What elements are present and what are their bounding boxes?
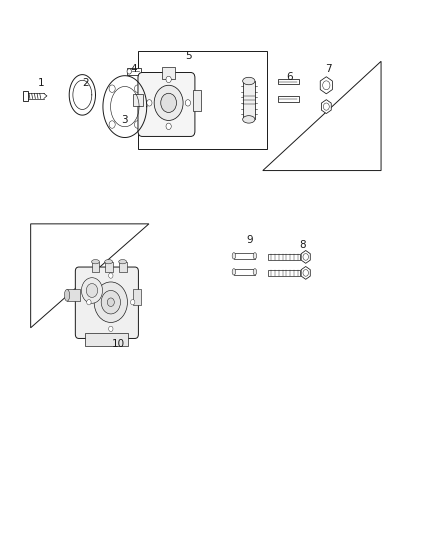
Bar xyxy=(85,333,128,346)
Bar xyxy=(193,90,201,111)
Bar xyxy=(268,270,300,276)
Bar xyxy=(234,253,255,259)
Ellipse shape xyxy=(232,269,236,275)
Circle shape xyxy=(127,69,131,74)
Ellipse shape xyxy=(253,269,257,275)
Bar xyxy=(23,91,28,101)
Polygon shape xyxy=(301,266,310,279)
Ellipse shape xyxy=(243,77,255,85)
FancyBboxPatch shape xyxy=(75,267,138,338)
Text: 9: 9 xyxy=(246,235,253,245)
Bar xyxy=(133,94,143,106)
Circle shape xyxy=(147,100,152,106)
Bar xyxy=(278,78,299,84)
Bar xyxy=(278,96,299,102)
Circle shape xyxy=(81,278,102,303)
Bar xyxy=(138,51,267,149)
Polygon shape xyxy=(321,100,331,114)
Ellipse shape xyxy=(64,289,70,301)
Circle shape xyxy=(154,85,183,120)
Ellipse shape xyxy=(243,116,255,123)
Ellipse shape xyxy=(92,260,99,264)
Circle shape xyxy=(185,100,191,106)
Circle shape xyxy=(161,93,177,112)
Circle shape xyxy=(87,300,91,305)
Text: 1: 1 xyxy=(38,78,45,87)
Bar xyxy=(243,81,255,119)
Circle shape xyxy=(107,298,114,306)
Bar xyxy=(268,254,300,260)
Bar xyxy=(162,67,175,79)
Text: 4: 4 xyxy=(130,64,137,74)
Ellipse shape xyxy=(232,253,236,259)
Text: 8: 8 xyxy=(299,240,306,250)
Polygon shape xyxy=(301,251,310,263)
Polygon shape xyxy=(320,77,332,94)
Bar xyxy=(127,68,141,75)
Bar xyxy=(67,289,80,301)
Circle shape xyxy=(131,300,135,305)
Ellipse shape xyxy=(119,260,127,264)
Text: 6: 6 xyxy=(286,72,293,82)
Circle shape xyxy=(101,290,120,314)
Text: 7: 7 xyxy=(325,64,332,74)
Bar xyxy=(105,262,113,272)
Bar xyxy=(234,269,255,275)
Circle shape xyxy=(166,76,171,83)
Bar xyxy=(119,262,127,272)
Text: 3: 3 xyxy=(121,115,128,125)
Text: 5: 5 xyxy=(185,51,192,61)
Text: 10: 10 xyxy=(112,339,125,349)
Bar xyxy=(92,262,99,272)
Circle shape xyxy=(109,326,113,332)
Ellipse shape xyxy=(253,253,257,259)
Text: 2: 2 xyxy=(82,78,89,87)
Ellipse shape xyxy=(105,260,113,264)
Circle shape xyxy=(166,123,171,130)
Circle shape xyxy=(94,282,127,322)
Circle shape xyxy=(86,284,98,297)
FancyBboxPatch shape xyxy=(138,72,195,136)
Circle shape xyxy=(109,273,113,278)
Bar xyxy=(133,289,141,305)
